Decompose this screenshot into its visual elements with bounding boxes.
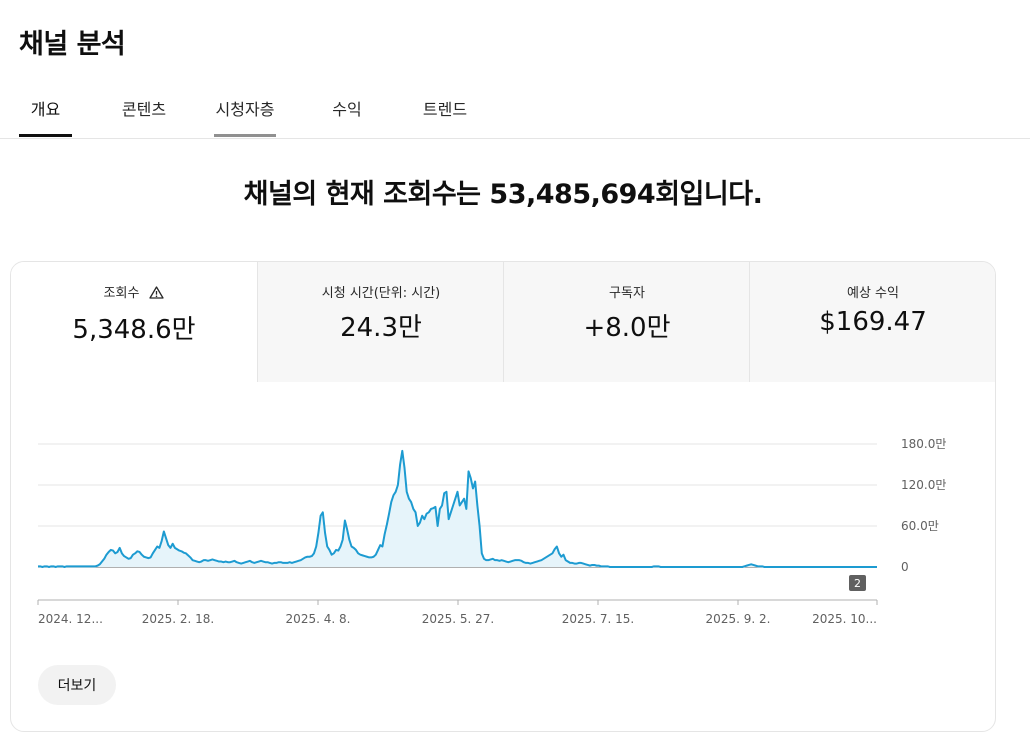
page-title: 채널 분석 — [19, 29, 126, 60]
x-tick-label: 2025. 9. 2. — [706, 612, 771, 626]
metric-revenue-value: $169.47 — [819, 307, 927, 337]
metric-revenue[interactable]: 예상 수익 $169.47 — [749, 262, 995, 382]
tab-revenue[interactable]: 수익 — [332, 100, 362, 119]
tab-audience[interactable]: 시청자층 — [214, 88, 276, 137]
warning-icon[interactable] — [149, 286, 165, 303]
annotation-badge[interactable] — [849, 575, 866, 591]
y-tick-label: 120.0만 — [901, 478, 946, 492]
tab-bar: 개요 콘텐츠 시청자층 수익 트렌드 — [0, 88, 1030, 139]
y-tick-label: 180.0만 — [901, 437, 946, 451]
series-area — [38, 450, 877, 567]
y-tick-label: 0 — [901, 560, 909, 574]
more-button[interactable]: 더보기 — [38, 665, 116, 705]
x-tick-label: 2025. 2. 18. — [142, 612, 215, 626]
metric-watch-time-label: 시청 시간(단위: 시간) — [321, 286, 441, 301]
metric-watch-time-value: 24.3만 — [340, 313, 422, 343]
y-tick-label: 60.0만 — [901, 519, 939, 533]
annotation-badge-label: 2 — [854, 577, 861, 590]
metric-revenue-label: 예상 수익 — [847, 286, 899, 301]
metric-views-label: 조회수 — [11, 282, 257, 303]
metric-views-value: 5,348.6만 — [72, 315, 196, 345]
total-views-headline: 채널의 현재 조회수는 53,485,694회입니다. — [243, 179, 763, 210]
tab-trends[interactable]: 트렌드 — [422, 100, 468, 119]
metric-watch-time[interactable]: 시청 시간(단위: 시간) 24.3만 — [257, 262, 504, 382]
x-tick-label: 2025. 4. 8. — [286, 612, 351, 626]
tab-content[interactable]: 콘텐츠 — [121, 100, 167, 119]
metric-views[interactable]: 조회수 5,348.6만 — [11, 262, 257, 382]
tab-overview[interactable]: 개요 — [19, 88, 72, 137]
x-tick-label: 2025. 5. 27. — [422, 612, 495, 626]
x-tick-label: 2025. 7. 15. — [562, 612, 635, 626]
x-tick-label: 2025. 10... — [812, 612, 877, 626]
metric-subscribers-value: +8.0만 — [583, 313, 671, 343]
metric-subscribers[interactable]: 구독자 +8.0만 — [503, 262, 750, 382]
views-chart[interactable]: 0 60.0만 120.0만 180.0만 2024. 12... 2025. 2. 18… — [11, 262, 995, 662]
x-tick-label: 2024. 12... — [38, 612, 103, 626]
series-line — [38, 449, 877, 568]
metric-subscribers-label: 구독자 — [609, 286, 645, 301]
analytics-card: 조회수 5,348.6만 시청 시간(단위: 시간) 24.3만 구독자 +8.… — [10, 261, 996, 732]
